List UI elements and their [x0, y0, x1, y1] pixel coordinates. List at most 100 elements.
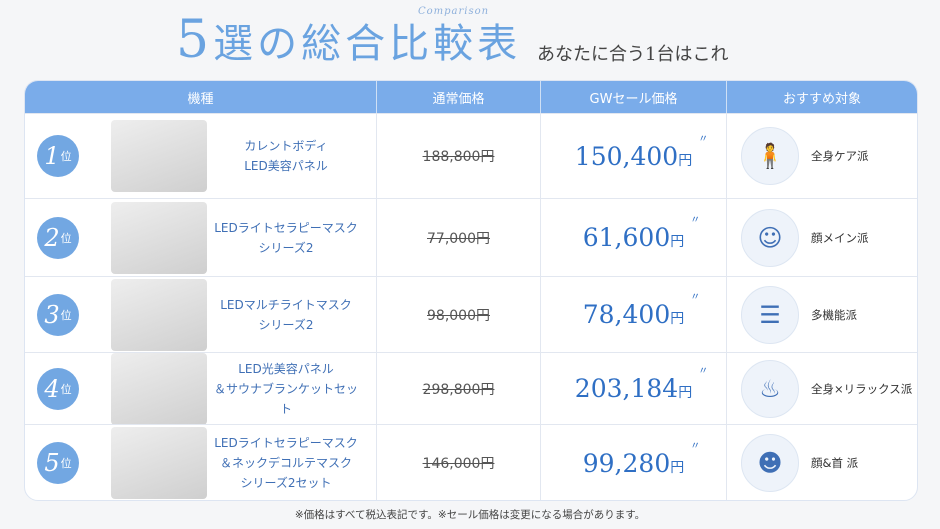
sale-price-value: 78,400 — [582, 300, 671, 329]
product-name: LED光美容パネル ＆サウナブランケットセット — [211, 359, 361, 419]
comparison-script: Comparison — [418, 6, 490, 17]
yen-unit: 円 — [670, 459, 685, 476]
sparkle-icon: 〃 — [690, 215, 701, 226]
target-cell: ♨ 全身×リラックス派 — [727, 353, 917, 424]
rank-number: 3 — [44, 300, 60, 329]
col-target: おすすめ対象 — [782, 91, 861, 107]
sale-price-cell: 99,280円〃 — [541, 425, 727, 500]
regular-price: 298,800円 — [422, 381, 495, 398]
rank-number: 5 — [44, 449, 60, 477]
yen-unit: 円 — [670, 234, 685, 250]
sparkle-icon: 〃 — [690, 292, 701, 303]
regular-price-cell: 146,000円 — [377, 425, 541, 500]
product-name-line: LEDマルチライトマスク — [220, 297, 352, 312]
product-name-line: LEDライトセラピーマスク — [214, 220, 358, 235]
sale-price-cell: 78,400円〃 — [541, 277, 727, 352]
yen-unit: 円 — [678, 385, 693, 401]
regular-price-cell: 188,800円 — [377, 114, 541, 198]
page-subtitle: あなたに合う1台はこれ — [537, 44, 729, 65]
product-image — [111, 352, 207, 425]
sale-price: 61,600円〃 — [582, 215, 700, 252]
target-label: 顔&首 派 — [811, 456, 859, 470]
product-name: カレントボディ LED美容パネル — [211, 136, 361, 176]
page-title: 5選の総合比較表 — [176, 8, 521, 76]
regular-price: 146,000円 — [422, 456, 495, 472]
product-name-line: シリーズ2セット — [240, 476, 332, 490]
sale-price-cell: 150,400円〃 — [541, 114, 727, 198]
regular-price-cell: 77,000円 — [377, 199, 541, 276]
target-label: 顔メイン派 — [811, 230, 869, 245]
regular-price: 77,000円 — [427, 230, 490, 247]
title-text: 選の総合比較表 — [213, 21, 522, 67]
rank-number: 4 — [44, 374, 60, 403]
face-neck-icon: ☻ — [741, 434, 799, 492]
col-regular-price: 通常価格 — [377, 81, 541, 113]
col-model: 機種 — [25, 81, 377, 113]
product-name-line: LEDライトセラピーマスク — [214, 436, 358, 450]
sliders-icon: ☰ — [741, 285, 799, 344]
product-name: LEDライトセラピーマスク ＆ネックデコルテマスク シリーズ2セット — [211, 433, 361, 493]
product-name-line: LED美容パネル — [244, 159, 328, 173]
yen-unit: 円 — [678, 152, 693, 169]
product-image — [111, 278, 207, 351]
product-name: LEDマルチライトマスク シリーズ2 — [211, 295, 361, 335]
rank-suffix: 位 — [60, 231, 72, 245]
product-image — [111, 201, 207, 274]
regular-price-cell: 98,000円 — [377, 277, 541, 352]
sale-price-cell: 61,600円〃 — [541, 199, 727, 276]
target-cell: ☰ 多機能派 — [727, 277, 917, 352]
body-icon: 🧍 — [741, 127, 799, 185]
target-label: 多機能派 — [811, 307, 857, 322]
sale-price: 78,400円〃 — [582, 292, 700, 329]
sparkle-icon: 〃 — [698, 133, 709, 145]
product-name-line: シリーズ2 — [258, 240, 314, 255]
sale-price-value: 61,600 — [582, 223, 671, 252]
table-header: 機種 通常価格 GWセール価格 おすすめ対象 — [25, 81, 917, 113]
product-name-line: ＆ネックデコルテマスク — [219, 456, 352, 470]
sale-price-value: 203,184 — [574, 374, 679, 403]
product-image — [111, 120, 207, 192]
col-sale-price: GWセール価格 — [541, 81, 727, 113]
sale-price: 150,400円〃 — [574, 134, 708, 171]
regular-price-cell: 298,800円 — [377, 353, 541, 424]
footer-note: ※価格はすべて税込表記です。※セール価格は変更になる場合があります。 — [294, 509, 646, 521]
rank-number: 2 — [44, 223, 60, 252]
product-name-line: LED光美容パネル — [238, 361, 334, 376]
product-name-line: カレントボディ — [244, 139, 328, 153]
sale-price-value: 99,280 — [582, 448, 671, 478]
product-name-line: シリーズ2 — [258, 317, 314, 332]
regular-price: 98,000円 — [427, 307, 490, 324]
product-name: LEDライトセラピーマスク シリーズ2 — [211, 218, 361, 258]
target-cell: ☺ 顔メイン派 — [727, 199, 917, 276]
target-label: 全身×リラックス派 — [811, 381, 913, 396]
sale-price-cell: 203,184円〃 — [541, 353, 727, 424]
target-cell: ☻ 顔&首 派 — [727, 425, 917, 500]
title-number: 5 — [176, 10, 214, 70]
rank-suffix: 位 — [60, 382, 72, 396]
rank-suffix: 位 — [60, 457, 72, 470]
yen-unit: 円 — [670, 311, 685, 327]
target-cell: 🧍 全身ケア派 — [727, 114, 917, 198]
sale-price-value: 150,400 — [574, 141, 679, 171]
rank-suffix: 位 — [60, 150, 72, 163]
sparkle-icon: 〃 — [690, 440, 701, 452]
sale-price: 203,184円〃 — [574, 366, 708, 403]
target-label: 全身ケア派 — [811, 149, 869, 163]
sale-price: 99,280円〃 — [582, 441, 700, 478]
